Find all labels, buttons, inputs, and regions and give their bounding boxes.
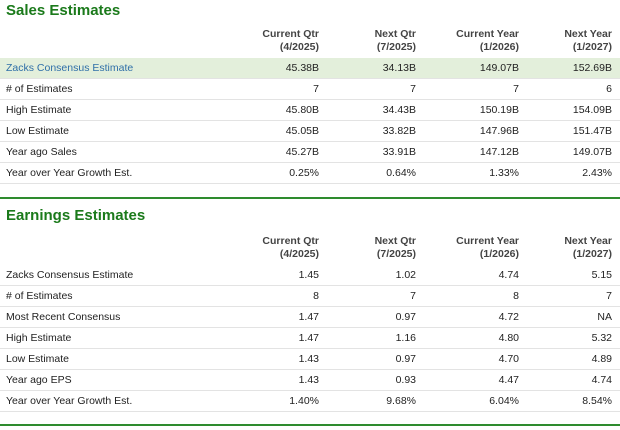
cell-value: 4.74 xyxy=(527,369,620,391)
table-row: High Estimate 1.47 1.16 4.80 5.32 xyxy=(0,327,620,349)
cell-value: 4.72 xyxy=(424,306,527,328)
cell-value: 149.07B xyxy=(424,58,527,79)
cell-value: 0.93 xyxy=(327,369,424,391)
cell-value: 1.33% xyxy=(424,162,527,184)
cell-value: 5.15 xyxy=(527,265,620,286)
header-current-year: Current Year (1/2026) xyxy=(456,28,519,53)
section-divider xyxy=(0,424,620,426)
cell-value: 4.47 xyxy=(424,369,527,391)
row-label: # of Estimates xyxy=(0,285,230,307)
row-label: Low Estimate xyxy=(0,348,230,370)
sales-estimates-section: Sales Estimates Current Qtr (4/2025) Next… xyxy=(0,0,620,187)
table-row: # of Estimates 7 7 7 6 xyxy=(0,78,620,100)
cell-value: 152.69B xyxy=(527,58,620,79)
row-label: High Estimate xyxy=(0,327,230,349)
cell-value: 1.16 xyxy=(327,327,424,349)
cell-value: 7 xyxy=(327,285,424,307)
row-label: Year ago EPS xyxy=(0,369,230,391)
row-label: # of Estimates xyxy=(0,78,230,100)
cell-value: 2.43% xyxy=(527,162,620,184)
row-label[interactable]: Zacks Consensus Estimate xyxy=(0,58,230,79)
header-blank xyxy=(0,227,230,265)
cell-value: 0.64% xyxy=(327,162,424,184)
earnings-estimates-title: Earnings Estimates xyxy=(6,207,146,224)
cell-value: NA xyxy=(527,306,620,328)
cell-value: 8 xyxy=(424,285,527,307)
cell-value: 1.02 xyxy=(327,265,424,286)
header-next-year: Next Year (1/2027) xyxy=(564,28,612,53)
row-label: Low Estimate xyxy=(0,120,230,142)
cell-value: 8 xyxy=(230,285,327,307)
cell-value: 9.68% xyxy=(327,390,424,412)
cell-value: 5.32 xyxy=(527,327,620,349)
table-row: # of Estimates 8 7 8 7 xyxy=(0,285,620,307)
row-label: Year over Year Growth Est. xyxy=(0,390,230,412)
table-row: Year ago EPS 1.43 0.93 4.47 4.74 xyxy=(0,369,620,391)
header-current-qtr: Current Qtr (4/2025) xyxy=(262,235,319,260)
cell-value: 1.40% xyxy=(230,390,327,412)
row-label: Year over Year Growth Est. xyxy=(0,162,230,184)
cell-value: 45.27B xyxy=(230,141,327,163)
cell-value: 33.82B xyxy=(327,120,424,142)
row-label: Zacks Consensus Estimate xyxy=(0,265,230,286)
table-row: Zacks Consensus Estimate 1.45 1.02 4.74 … xyxy=(0,265,620,286)
cell-value: 0.25% xyxy=(230,162,327,184)
row-label: Year ago Sales xyxy=(0,141,230,163)
cell-value: 149.07B xyxy=(527,141,620,163)
section-divider xyxy=(0,197,620,199)
row-label: Most Recent Consensus xyxy=(0,306,230,328)
cell-value: 151.47B xyxy=(527,120,620,142)
cell-value: 147.12B xyxy=(424,141,527,163)
cell-value: 147.96B xyxy=(424,120,527,142)
cell-value: 45.80B xyxy=(230,99,327,121)
cell-value: 0.97 xyxy=(327,306,424,328)
cell-value: 1.43 xyxy=(230,369,327,391)
cell-value: 1.47 xyxy=(230,306,327,328)
cell-value: 34.43B xyxy=(327,99,424,121)
cell-value: 0.97 xyxy=(327,348,424,370)
cell-value: 1.47 xyxy=(230,327,327,349)
table-row: Year over Year Growth Est. 1.40% 9.68% 6… xyxy=(0,390,620,412)
earnings-estimates-section: Earnings Estimates Current Qtr (4/2025) N… xyxy=(0,205,620,426)
cell-value: 7 xyxy=(424,78,527,100)
cell-value: 45.38B xyxy=(230,58,327,79)
header-next-year: Next Year (1/2027) xyxy=(564,235,612,260)
header-next-qtr: Next Qtr (7/2025) xyxy=(374,28,416,53)
cell-value: 154.09B xyxy=(527,99,620,121)
sales-estimates-table: Current Qtr (4/2025) Next Qtr (7/2025) Cur… xyxy=(0,22,620,184)
earnings-estimates-table: Current Qtr (4/2025) Next Qtr (7/2025) Cur… xyxy=(0,227,620,412)
cell-value: 6.04% xyxy=(424,390,527,412)
header-blank xyxy=(0,22,230,58)
cell-value: 4.80 xyxy=(424,327,527,349)
cell-value: 150.19B xyxy=(424,99,527,121)
table-row: Year ago Sales 45.27B 33.91B 147.12B 149… xyxy=(0,141,620,163)
table-row: Most Recent Consensus 1.47 0.97 4.72 NA xyxy=(0,306,620,328)
cell-value: 45.05B xyxy=(230,120,327,142)
cell-value: 4.89 xyxy=(527,348,620,370)
cell-value: 7 xyxy=(527,285,620,307)
table-row: Low Estimate 1.43 0.97 4.70 4.89 xyxy=(0,348,620,370)
cell-value: 33.91B xyxy=(327,141,424,163)
table-row: Zacks Consensus Estimate 45.38B 34.13B 1… xyxy=(0,58,620,79)
header-current-year: Current Year (1/2026) xyxy=(456,235,519,260)
table-row: Year over Year Growth Est. 0.25% 0.64% 1… xyxy=(0,162,620,184)
sales-estimates-title: Sales Estimates xyxy=(6,2,121,19)
cell-value: 1.45 xyxy=(230,265,327,286)
cell-value: 4.74 xyxy=(424,265,527,286)
cell-value: 34.13B xyxy=(327,58,424,79)
cell-value: 7 xyxy=(327,78,424,100)
cell-value: 4.70 xyxy=(424,348,527,370)
cell-value: 7 xyxy=(230,78,327,100)
header-current-qtr: Current Qtr (4/2025) xyxy=(262,28,319,53)
cell-value: 1.43 xyxy=(230,348,327,370)
cell-value: 8.54% xyxy=(527,390,620,412)
header-next-qtr: Next Qtr (7/2025) xyxy=(374,235,416,260)
cell-value: 6 xyxy=(527,78,620,100)
table-row: High Estimate 45.80B 34.43B 150.19B 154.… xyxy=(0,99,620,121)
table-row: Low Estimate 45.05B 33.82B 147.96B 151.4… xyxy=(0,120,620,142)
row-label: High Estimate xyxy=(0,99,230,121)
